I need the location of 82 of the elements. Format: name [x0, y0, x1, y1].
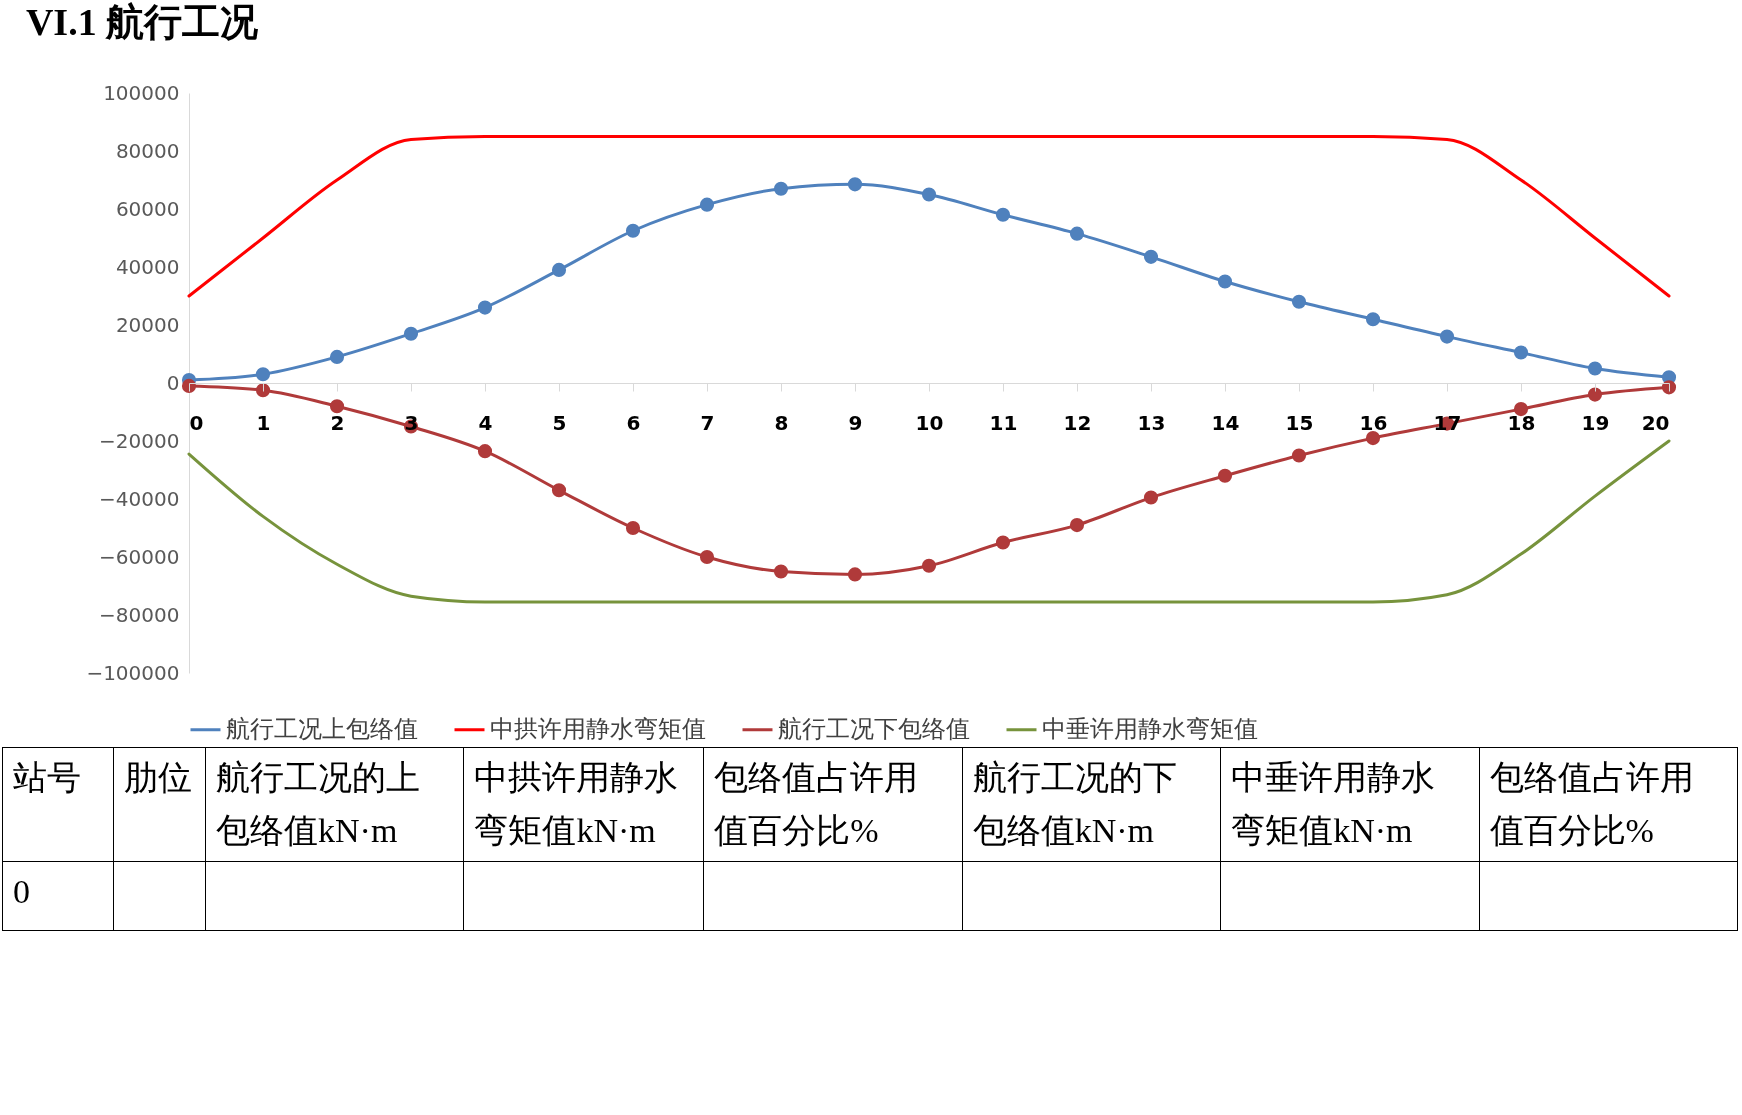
- point: [625, 223, 641, 238]
- text: 包络值占许用值百分比%: [703, 747, 963, 862]
- point: [477, 444, 493, 459]
- point: [477, 300, 493, 315]
- point: [1143, 249, 1159, 264]
- point: [1069, 226, 1085, 241]
- text: 航行工况的下包络值kN·m: [962, 747, 1221, 862]
- x-tick-label: 20: [1641, 410, 1670, 435]
- point: [551, 262, 567, 277]
- point: [403, 326, 419, 341]
- point: [1365, 312, 1381, 327]
- x-tick-label: 5: [552, 410, 567, 435]
- point: [921, 187, 937, 202]
- legend-label: 中垂许用静水弯矩值: [1042, 714, 1258, 743]
- point: [699, 197, 715, 212]
- y-tick-label: 60000: [115, 196, 180, 221]
- y-tick-label: 100000: [103, 80, 180, 105]
- point: [921, 558, 937, 573]
- point: [1217, 468, 1233, 483]
- x-tick-label: 14: [1211, 410, 1240, 435]
- text: 0: [2, 861, 114, 931]
- x-tick-label: 12: [1063, 410, 1092, 435]
- text: 包络值占许用值百分比%: [1479, 747, 1738, 862]
- text: 肋位: [113, 747, 206, 862]
- chart-title: VI.1 航行工况: [25, 1, 259, 43]
- legend-label: 中拱许用静水弯矩值: [490, 714, 706, 743]
- point: [1513, 345, 1529, 360]
- x-tick-label: 9: [848, 410, 863, 435]
- x-tick-label: 0: [189, 410, 204, 435]
- x-tick-label: 18: [1507, 410, 1536, 435]
- y-tick-label: 80000: [115, 138, 180, 163]
- point: [625, 520, 641, 536]
- y-tick-label: 0: [166, 370, 180, 395]
- x-tick-label: 4: [478, 410, 493, 435]
- point: [255, 383, 271, 398]
- point: [551, 483, 567, 498]
- line-series: [187, 439, 1671, 604]
- legend-label: 航行工况下包络值: [778, 714, 970, 743]
- point: [1439, 329, 1455, 344]
- x-tick-label: 2: [330, 410, 345, 435]
- text: 站号: [2, 747, 114, 862]
- x-tick-label: 10: [915, 410, 944, 435]
- y-tick-label: 40000: [115, 254, 180, 279]
- y-tick-label: −20000: [99, 428, 180, 453]
- point: [1587, 387, 1603, 402]
- text: 中拱许用静水弯矩值kN·m: [463, 747, 704, 862]
- point: [847, 567, 863, 582]
- y-tick-label: −40000: [99, 486, 180, 511]
- x-tick-label: 16: [1359, 410, 1388, 435]
- point: [1143, 490, 1159, 505]
- x-tick-label: 7: [700, 410, 715, 435]
- point: [699, 549, 715, 565]
- point: [1069, 518, 1085, 533]
- point: [255, 367, 271, 382]
- point: [1217, 274, 1233, 289]
- x-tick-label: 8: [774, 410, 789, 435]
- legend-label: 航行工况上包络值: [226, 714, 418, 743]
- text: 航行工况的上包络值kN·m: [205, 747, 464, 862]
- point: [773, 564, 789, 579]
- text: 中垂许用静水弯矩值kN·m: [1220, 747, 1480, 862]
- y-tick-label: −80000: [99, 602, 180, 627]
- point: [1291, 294, 1307, 309]
- x-tick-label: 6: [626, 410, 641, 435]
- x-tick-label: 15: [1285, 410, 1314, 435]
- y-tick-label: −60000: [99, 544, 180, 569]
- point: [773, 181, 789, 196]
- point: [1513, 402, 1529, 417]
- x-tick-label: 11: [989, 410, 1018, 435]
- y-tick-label: 20000: [115, 312, 180, 337]
- point: [329, 349, 345, 364]
- line-series: [187, 135, 1671, 298]
- point: [847, 177, 863, 192]
- point: [995, 207, 1011, 222]
- point: [1587, 361, 1603, 376]
- x-tick-label: 1: [256, 410, 271, 435]
- point: [995, 535, 1011, 550]
- point: [1291, 448, 1307, 463]
- point: [329, 399, 345, 414]
- point: [1365, 431, 1381, 446]
- x-tick-label: 13: [1137, 410, 1166, 435]
- x-tick-label: 19: [1581, 410, 1610, 435]
- y-tick-label: −100000: [86, 660, 180, 685]
